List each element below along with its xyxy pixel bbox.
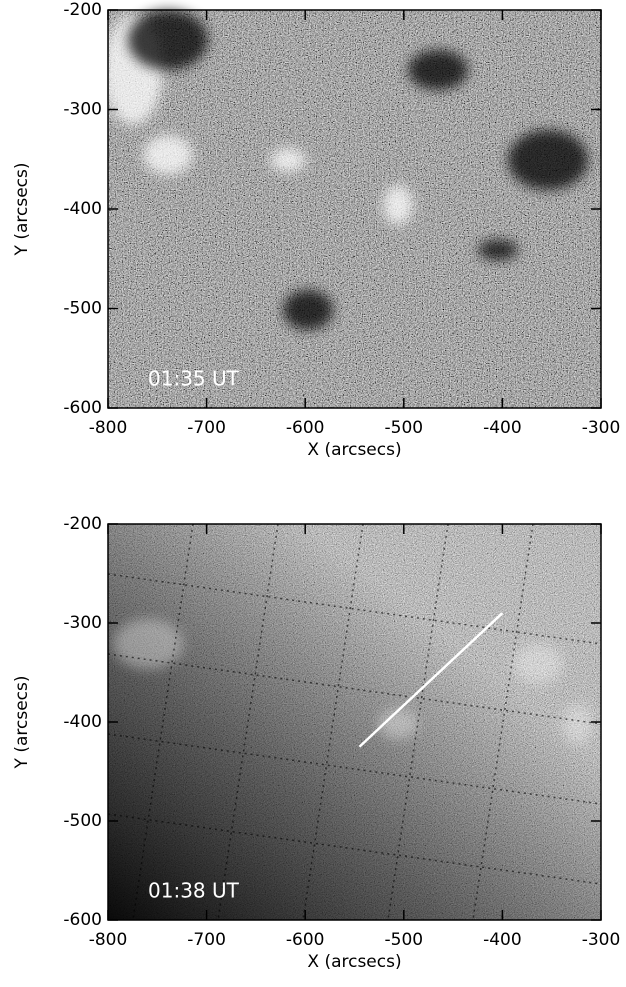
y-tick-label: -600 [63, 398, 102, 418]
image [108, 10, 601, 408]
image-feature [508, 130, 588, 190]
x-tick-label: -300 [582, 418, 621, 438]
image-feature [383, 185, 413, 225]
x-tick-label: -800 [89, 930, 128, 950]
x-tick-label: -500 [385, 418, 424, 438]
y-axis-label: Y (arcsecs) [12, 163, 32, 257]
image-feature [513, 644, 563, 684]
x-axis-label: X (arcsecs) [307, 440, 401, 460]
y-tick-label: -500 [63, 811, 102, 831]
y-tick-label: -300 [63, 100, 102, 120]
image-feature [408, 50, 468, 90]
image-feature [283, 290, 333, 330]
x-tick-label: -600 [286, 930, 325, 950]
y-axis-label: Y (arcsecs) [12, 676, 32, 770]
x-tick-label: -800 [89, 418, 128, 438]
x-tick-label: -400 [483, 930, 522, 950]
x-tick-label: -700 [187, 418, 226, 438]
x-tick-label: -400 [483, 418, 522, 438]
annotation: 01:35 UT [148, 367, 240, 391]
y-tick-label: -200 [63, 514, 102, 534]
image-feature [270, 148, 306, 172]
y-tick-label: -400 [63, 712, 102, 732]
x-tick-label: -600 [286, 418, 325, 438]
image-feature [128, 10, 208, 70]
y-tick-label: -500 [63, 299, 102, 319]
y-tick-label: -600 [63, 910, 102, 930]
x-axis-label: X (arcsecs) [307, 952, 401, 972]
image-feature [563, 704, 593, 744]
x-tick-label: -500 [385, 930, 424, 950]
panel: 01:35 UT -800 -700 -600 -500 -400 -300 -600 -500… [12, 0, 620, 460]
x-tick-label: -700 [187, 930, 226, 950]
panel: 01:38 UT -800 -700 -600 -500 -400 -300 -600 -500… [12, 514, 620, 972]
y-tick-label: -300 [63, 613, 102, 633]
image-feature [143, 135, 193, 175]
y-tick-label: -200 [63, 0, 102, 20]
annotation: 01:38 UT [148, 879, 240, 903]
x-tick-label: -300 [582, 930, 621, 950]
image-feature [478, 240, 518, 260]
y-tick-label: -400 [63, 199, 102, 219]
figure: 01:35 UT -800 -700 -600 -500 -400 -300 -600 -500… [0, 0, 626, 987]
